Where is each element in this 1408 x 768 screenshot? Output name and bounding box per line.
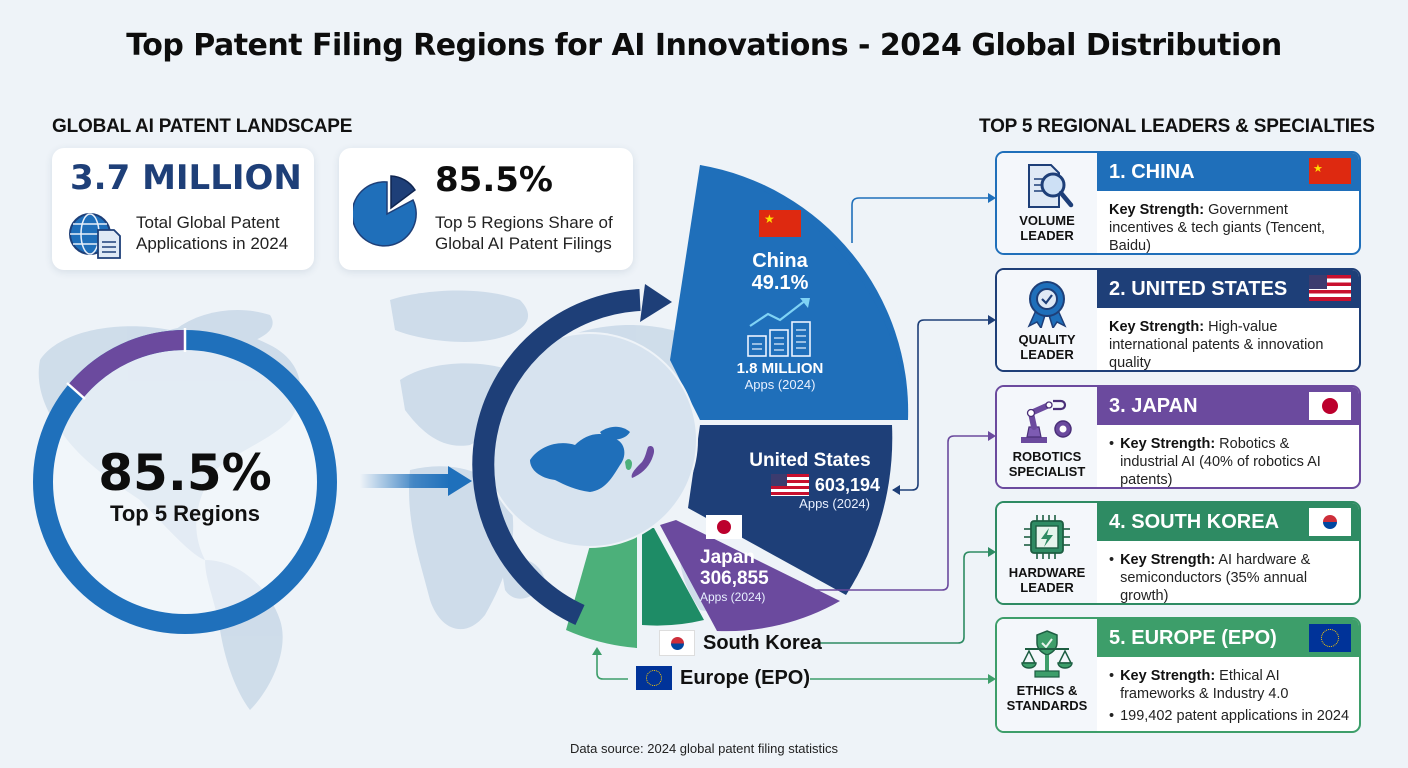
- page-title: Top Patent Filing Regions for AI Innovat…: [126, 28, 1282, 63]
- leader-card-china: VOLUME LEADER 1. CHINA ★ Key Strength: G…: [995, 151, 1361, 255]
- leader-role: ETHICS & STANDARDS: [1006, 683, 1088, 713]
- fan-slice-japan: [660, 520, 840, 632]
- eu-flag-icon: [636, 666, 672, 690]
- leader-header: 2. UNITED STATES: [1097, 270, 1359, 308]
- leader-body: • Key Strength: AI hardware & semiconduct…: [1109, 552, 1311, 604]
- donut-center: 85.5% Top 5 Regions: [35, 445, 335, 527]
- leaders-heading: TOP 5 REGIONAL LEADERS & SPECIALTIES: [979, 116, 1375, 137]
- fan-slice-europe: [566, 510, 637, 648]
- china-flag-icon: ★: [1309, 158, 1351, 184]
- leader-body: Key Strength: Government incentives & te…: [1109, 202, 1326, 254]
- landscape-heading: GLOBAL AI PATENT LANDSCAPE: [52, 116, 353, 137]
- top5-share-card: 85.5% Top 5 Regions Share of Global AI P…: [339, 148, 633, 270]
- donut-label: Top 5 Regions: [110, 501, 260, 526]
- leader-card-europe: ETHICS & STANDARDS 5. EUROPE (EPO) • Key …: [995, 617, 1361, 733]
- robot-arm-icon: [1021, 399, 1072, 443]
- leader-card-japan: ROBOTICS SPECIALIST 3. JAPAN • Key Streng…: [995, 385, 1361, 489]
- fan-label-china: ★ China 49.1% 1.8 MILLION Apps (2024): [736, 210, 824, 392]
- leader-header: 5. EUROPE (EPO): [1097, 619, 1359, 657]
- leader-role: VOLUME LEADER: [1019, 213, 1075, 243]
- china-flag-icon: ★: [759, 210, 801, 237]
- fan-label-us: United States 603,194 Apps (2024): [749, 450, 880, 511]
- fan-label-japan: Japan 306,855 Apps (2024): [700, 515, 780, 604]
- top5-share-value: 85.5%: [435, 160, 553, 200]
- award-ribbon-icon: [1027, 281, 1067, 328]
- leader-body: Key Strength: High-value international p…: [1109, 319, 1324, 371]
- japan-flag-icon: [706, 515, 742, 539]
- fan-slice-korea: [642, 528, 704, 626]
- total-applications-label: Total Global Patent Applications in 2024: [136, 213, 289, 253]
- growth-documents-icon: [747, 298, 811, 357]
- leader-card-south-korea: HARDWARE LEADER 4. SOUTH KOREA • Key Stre…: [995, 501, 1361, 605]
- leader-body: • Key Strength: Robotics & industrial AI …: [1109, 436, 1321, 488]
- document-magnifier-icon: [1028, 164, 1074, 208]
- korea-flag-icon: [659, 630, 695, 656]
- legend-europe: Europe (EPO): [636, 666, 810, 690]
- donut-value: 85.5%: [98, 444, 272, 502]
- japan-flag-icon: [1309, 392, 1351, 420]
- fan-chart: [472, 165, 909, 648]
- leader-role: HARDWARE LEADER: [1008, 565, 1086, 595]
- total-applications-value: 3.7 MILLION: [70, 158, 302, 198]
- leader-role: QUALITY LEADER: [1018, 332, 1076, 362]
- globe-document-icon: [69, 213, 121, 259]
- us-flag-icon: [770, 474, 809, 496]
- us-flag-icon: [1309, 275, 1351, 301]
- legend-south-korea: South Korea: [659, 630, 822, 656]
- asia-map: [530, 426, 655, 492]
- leader-card-us: QUALITY LEADER 2. UNITED STATES Key Stre…: [995, 268, 1361, 372]
- eu-flag-icon: [1309, 624, 1351, 652]
- flow-arrow: [360, 466, 472, 496]
- leader-header: 3. JAPAN: [1097, 387, 1359, 425]
- leader-header: 1. CHINA ★: [1097, 153, 1359, 191]
- top5-share-label: Top 5 Regions Share of Global AI Patent …: [435, 213, 613, 253]
- data-source: Data source: 2024 global patent filing s…: [569, 741, 839, 756]
- total-applications-card: 3.7 MILLION Total Global Patent Applicat…: [52, 148, 314, 270]
- donut-chart: [33, 328, 337, 634]
- pie-chart-icon: [353, 175, 417, 247]
- leader-body: • Key Strength: Ethical AI frameworks & I…: [1109, 668, 1350, 724]
- scales-icon: [1021, 630, 1073, 678]
- leader-header: 4. SOUTH KOREA: [1097, 503, 1359, 541]
- chip-icon: [1024, 515, 1070, 559]
- fan-slice-us: [688, 425, 893, 595]
- korea-flag-icon: [1309, 508, 1351, 536]
- leader-role: ROBOTICS SPECIALIST: [1008, 449, 1086, 479]
